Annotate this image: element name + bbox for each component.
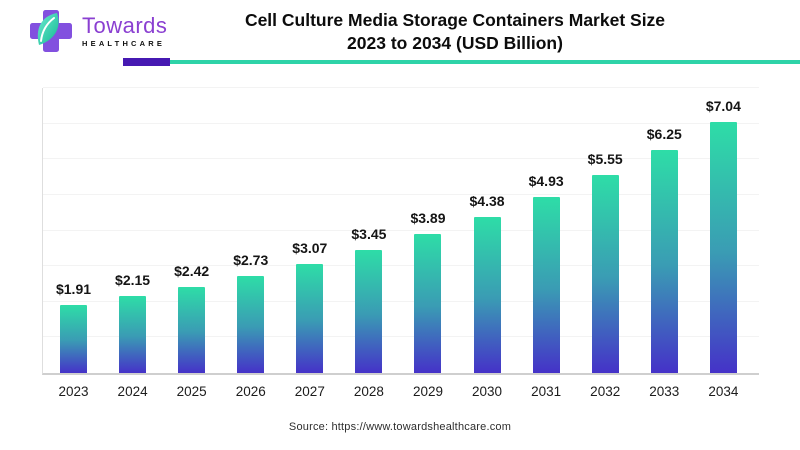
bar-value-label: $4.38 bbox=[469, 192, 505, 209]
bar-value-label: $4.93 bbox=[528, 173, 564, 190]
bar-value-label: $3.89 bbox=[410, 210, 446, 227]
x-axis-label: 2034 bbox=[708, 384, 739, 399]
bar bbox=[60, 304, 87, 373]
logo-icon-svg bbox=[30, 10, 72, 52]
title-underline-teal bbox=[170, 60, 800, 64]
bar bbox=[591, 175, 619, 373]
x-axis-label: 2028 bbox=[353, 384, 384, 399]
bar-column: $4.38 2030 bbox=[470, 193, 505, 399]
bar-column: $7.04 2034 bbox=[706, 98, 741, 399]
gridline bbox=[43, 122, 759, 124]
gridline bbox=[43, 229, 759, 231]
brand-subname: HEALTHCARE bbox=[82, 38, 166, 48]
bar-column: $2.73 2026 bbox=[233, 252, 268, 399]
bar-column: $5.55 2032 bbox=[588, 151, 623, 399]
bar-column: $2.15 2024 bbox=[115, 272, 150, 399]
x-axis-label: 2023 bbox=[58, 384, 89, 399]
bar bbox=[532, 197, 560, 373]
x-axis-label: 2031 bbox=[531, 384, 562, 399]
x-axis-label: 2033 bbox=[649, 384, 680, 399]
gridline bbox=[43, 158, 759, 160]
bar-value-label: $7.04 bbox=[705, 98, 741, 115]
page-title: Cell Culture Media Storage Containers Ma… bbox=[110, 9, 800, 56]
bar-column: $3.89 2029 bbox=[410, 210, 445, 399]
bars-row: $1.91 2023 $2.15 2024 $2.42 2025 $2.73 2026 $3.0… bbox=[43, 88, 759, 399]
bar-column: $6.25 2033 bbox=[647, 126, 682, 399]
gridline bbox=[43, 300, 759, 302]
bar bbox=[178, 286, 206, 373]
bar bbox=[473, 216, 501, 373]
page-title-line1: Cell Culture Media Storage Containers Ma… bbox=[244, 10, 666, 30]
bar-column: $3.45 2028 bbox=[351, 226, 386, 399]
bar-value-label: $6.25 bbox=[646, 126, 682, 143]
bar bbox=[709, 122, 737, 373]
x-axis-label: 2025 bbox=[176, 384, 207, 399]
bar bbox=[119, 296, 147, 373]
bar-value-label: $2.42 bbox=[174, 262, 210, 279]
brand-logo: Towards HEALTHCARE bbox=[28, 8, 167, 54]
gridline bbox=[43, 336, 759, 338]
bar-value-label: $3.45 bbox=[351, 226, 387, 243]
bar-value-label: $2.15 bbox=[115, 272, 151, 289]
bar bbox=[414, 234, 442, 373]
bar-value-label: $2.73 bbox=[233, 251, 269, 268]
bar bbox=[650, 150, 678, 373]
gridline bbox=[43, 265, 759, 267]
gridline bbox=[43, 193, 759, 195]
x-axis-label: 2027 bbox=[294, 384, 325, 399]
title-underline-purple bbox=[123, 58, 170, 66]
bar-value-label: $5.55 bbox=[587, 151, 623, 168]
x-axis-label: 2030 bbox=[472, 384, 503, 399]
source-text: Source: https://www.towardshealthcare.co… bbox=[288, 421, 512, 433]
bar bbox=[237, 275, 265, 373]
bar bbox=[355, 250, 383, 373]
bar-value-label: $3.07 bbox=[292, 239, 328, 256]
x-axis-label: 2026 bbox=[235, 384, 266, 399]
brand-name: Towards bbox=[82, 12, 168, 38]
bar-chart-plot-area: $1.91 2023 $2.15 2024 $2.42 2025 $2.73 2026 $3.0… bbox=[42, 87, 759, 399]
page-title-line2: 2023 to 2034 (USD Billion) bbox=[347, 33, 563, 54]
x-axis-label: 2024 bbox=[117, 384, 148, 399]
bar-column: $4.93 2031 bbox=[529, 173, 564, 399]
cross-with-leaf-icon bbox=[28, 8, 74, 54]
x-axis-label: 2032 bbox=[590, 384, 621, 399]
bar bbox=[296, 263, 324, 373]
bar-column: $1.91 2023 bbox=[56, 281, 91, 399]
gridline bbox=[43, 87, 759, 88]
bar-value-label: $1.91 bbox=[55, 280, 92, 297]
bar-column: $2.42 2025 bbox=[174, 263, 209, 399]
x-axis-label: 2029 bbox=[412, 384, 443, 399]
bar-column: $3.07 2027 bbox=[292, 240, 327, 399]
